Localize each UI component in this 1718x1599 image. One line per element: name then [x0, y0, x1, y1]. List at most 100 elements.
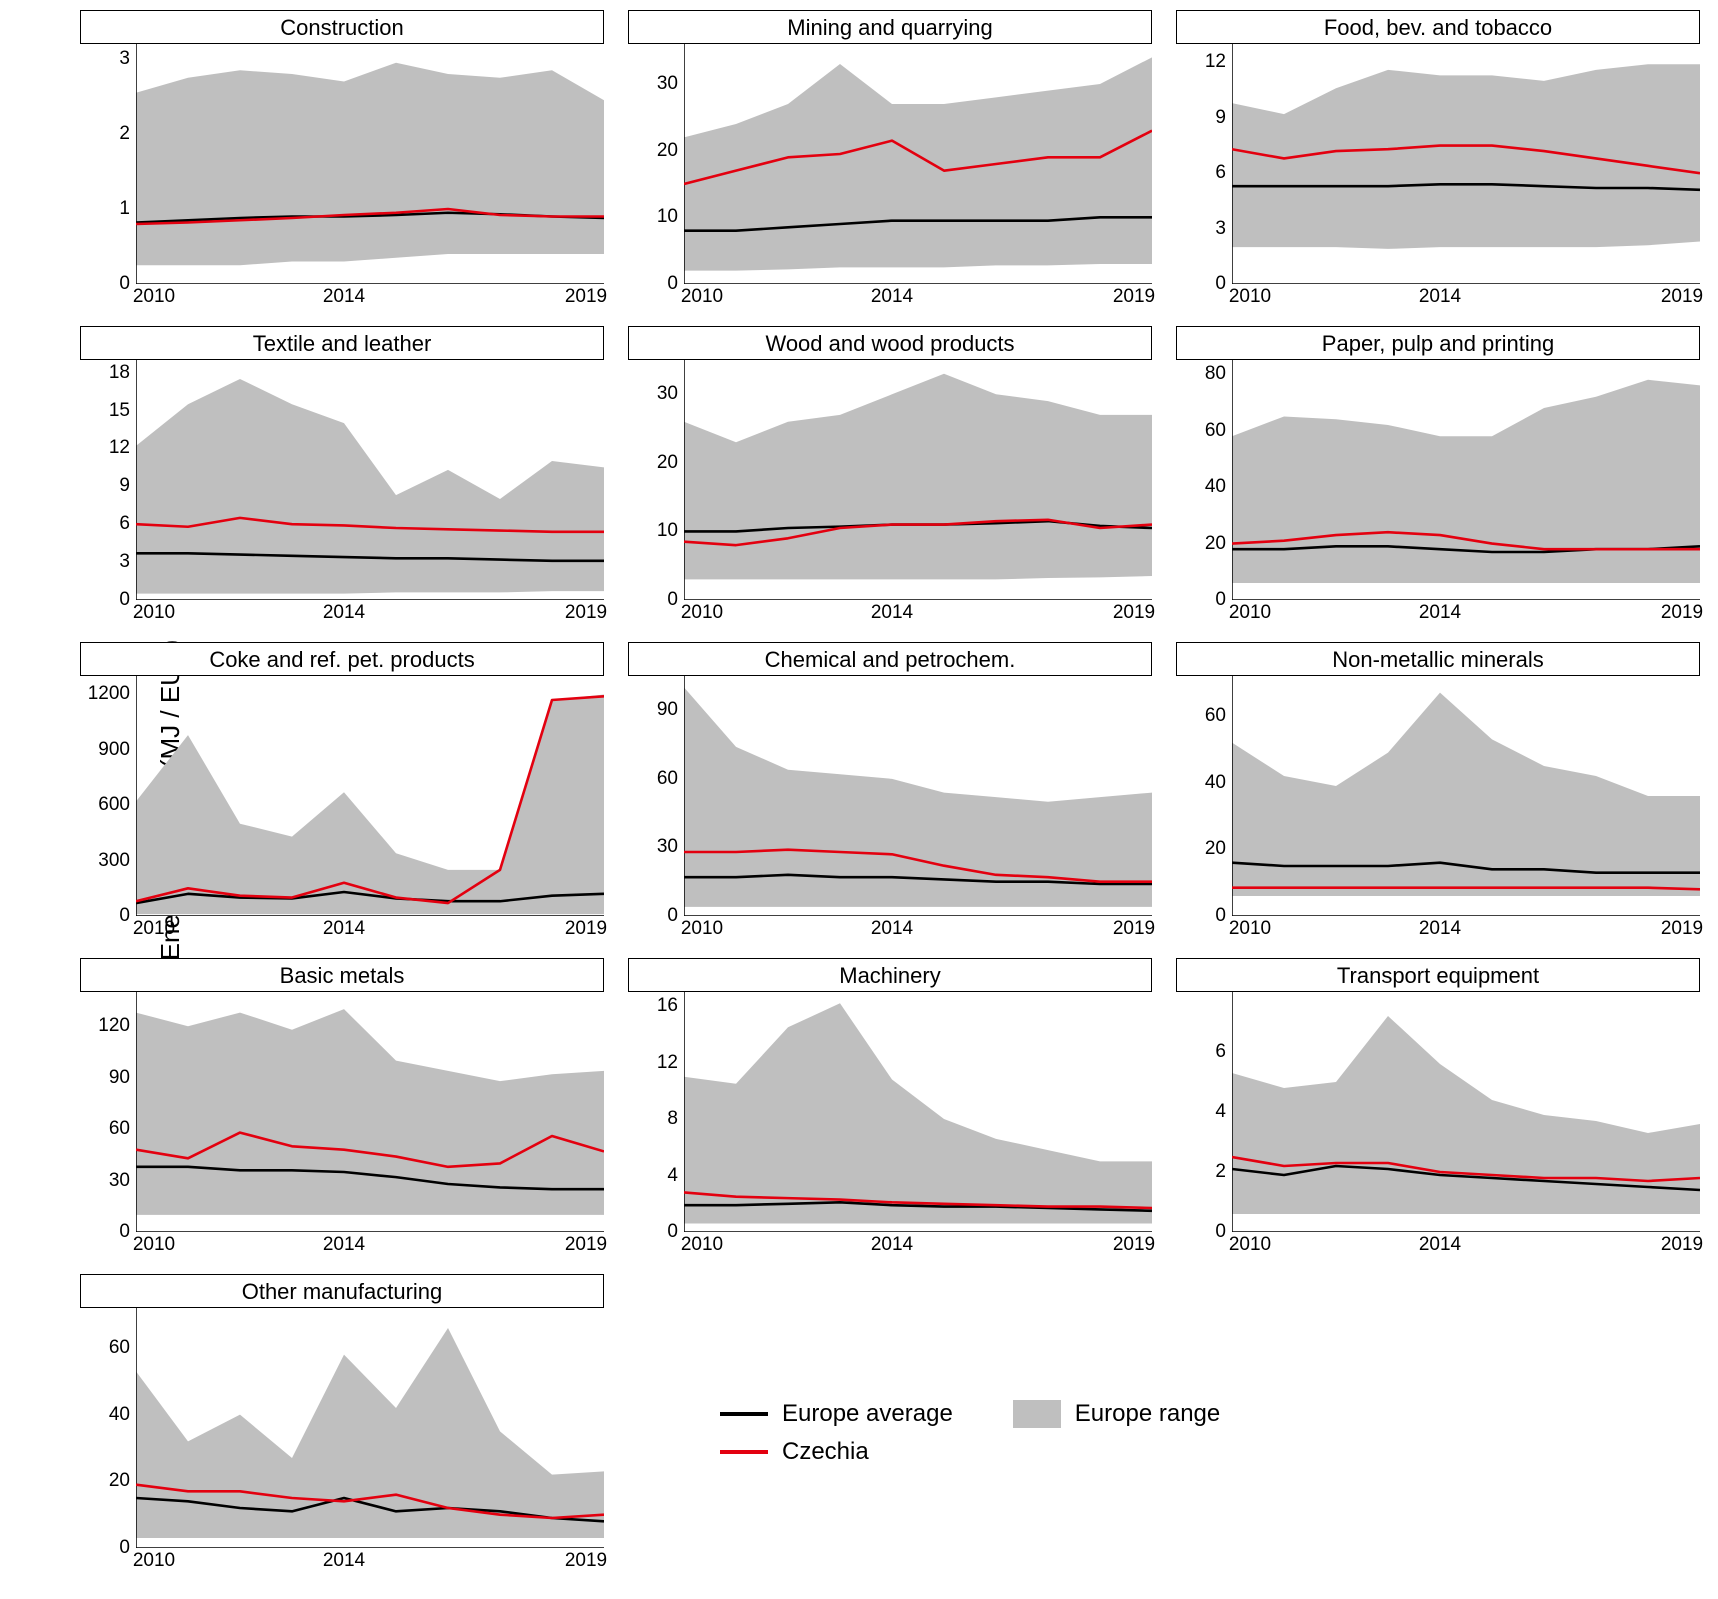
x-tick-label: 2014 [1419, 602, 1461, 624]
y-tick-label: 60 [657, 768, 678, 790]
x-tick-label: 2010 [1229, 1234, 1271, 1256]
y-tick-label: 60 [109, 1337, 130, 1359]
panel-title: Textile and leather [80, 326, 604, 360]
plot-area: 036912 [1176, 44, 1700, 284]
plot [1232, 44, 1700, 284]
y-tick-label: 3 [119, 551, 130, 573]
x-tick-label: 2019 [1113, 1234, 1155, 1256]
y-tick-label: 0 [667, 273, 678, 295]
y-axis: 0123 [80, 44, 136, 284]
legend-item-range: Europe range [1013, 1400, 1220, 1428]
plot [684, 676, 1152, 916]
panel-title: Paper, pulp and printing [1176, 326, 1700, 360]
y-tick-label: 3 [119, 48, 130, 70]
legend-column: Europe range [1013, 1400, 1220, 1428]
x-tick-label: 2019 [565, 1550, 607, 1572]
panel: Food, bev. and tobacco036912201020142019 [1176, 10, 1700, 310]
y-tick-label: 60 [1205, 420, 1226, 442]
x-tick-label: 2014 [871, 286, 913, 308]
europe-range [684, 687, 1152, 906]
x-axis: 201020142019 [684, 600, 1152, 626]
x-axis: 201020142019 [136, 1232, 604, 1258]
y-tick-label: 0 [667, 905, 678, 927]
plot-area: 0369121518 [80, 360, 604, 600]
panel: Wood and wood products010203020102014201… [628, 326, 1152, 626]
panel-title: Transport equipment [1176, 958, 1700, 992]
panel-title: Non-metallic minerals [1176, 642, 1700, 676]
x-tick-label: 2014 [1419, 1234, 1461, 1256]
y-axis: 0246 [1176, 992, 1232, 1232]
plot [136, 44, 604, 284]
x-axis: 201020142019 [1232, 916, 1700, 942]
y-axis: 03006009001200 [80, 676, 136, 916]
plot-area: 03006009001200 [80, 676, 604, 916]
x-axis: 201020142019 [1232, 600, 1700, 626]
plot-area: 0306090120 [80, 992, 604, 1232]
x-tick-label: 2010 [681, 918, 723, 940]
x-tick-label: 2019 [1661, 602, 1703, 624]
y-axis: 0306090 [628, 676, 684, 916]
legend-label: Europe average [782, 1400, 953, 1428]
panel: Non-metallic minerals0204060201020142019 [1176, 642, 1700, 942]
y-tick-label: 40 [1205, 772, 1226, 794]
panel-title: Coke and ref. pet. products [80, 642, 604, 676]
y-tick-label: 0 [1215, 905, 1226, 927]
panel: Construction0123201020142019 [80, 10, 604, 310]
x-tick-label: 2019 [1661, 918, 1703, 940]
panel-title: Construction [80, 10, 604, 44]
y-tick-label: 40 [1205, 476, 1226, 498]
plot [136, 992, 604, 1232]
x-tick-label: 2010 [1229, 286, 1271, 308]
x-tick-label: 2019 [565, 286, 607, 308]
panel-grid: Construction0123201020142019Mining and q… [80, 10, 1700, 1574]
panel: Chemical and petrochem.03060902010201420… [628, 642, 1152, 942]
europe-range [136, 1328, 604, 1538]
y-tick-label: 900 [98, 739, 130, 761]
europe-range [684, 57, 1152, 270]
y-tick-label: 12 [109, 437, 130, 459]
europe-range [136, 694, 604, 914]
y-axis: 0102030 [628, 44, 684, 284]
y-tick-label: 60 [109, 1118, 130, 1140]
y-tick-label: 3 [1215, 218, 1226, 240]
y-tick-label: 20 [1205, 533, 1226, 555]
x-tick-label: 2014 [871, 918, 913, 940]
x-axis: 201020142019 [136, 1548, 604, 1574]
y-tick-label: 20 [657, 140, 678, 162]
x-tick-label: 2019 [565, 918, 607, 940]
y-tick-label: 30 [657, 383, 678, 405]
y-axis: 0204060 [1176, 676, 1232, 916]
europe-range [684, 374, 1152, 580]
y-tick-label: 0 [1215, 589, 1226, 611]
y-tick-label: 40 [109, 1404, 130, 1426]
x-axis: 201020142019 [684, 916, 1152, 942]
legend-label: Czechia [782, 1438, 869, 1466]
y-tick-label: 0 [119, 905, 130, 927]
x-tick-label: 2014 [323, 918, 365, 940]
y-axis: 0102030 [628, 360, 684, 600]
y-tick-label: 0 [119, 589, 130, 611]
europe-range [136, 63, 604, 266]
plot-area: 0204060 [80, 1308, 604, 1548]
x-tick-label: 2014 [323, 286, 365, 308]
plot [1232, 360, 1700, 600]
x-tick-label: 2014 [323, 1234, 365, 1256]
y-tick-label: 60 [1205, 705, 1226, 727]
plot-area: 0102030 [628, 44, 1152, 284]
x-axis: 201020142019 [1232, 1232, 1700, 1258]
x-tick-label: 2010 [681, 602, 723, 624]
y-tick-label: 6 [1215, 162, 1226, 184]
y-tick-label: 0 [667, 1221, 678, 1243]
x-tick-label: 2014 [1419, 286, 1461, 308]
plot-area: 0123 [80, 44, 604, 284]
legend-label: Europe range [1075, 1400, 1220, 1428]
y-tick-label: 6 [119, 513, 130, 535]
plot-area: 0102030 [628, 360, 1152, 600]
legend-item-czechia: Czechia [720, 1438, 953, 1466]
legend-swatch-line [720, 1412, 768, 1416]
x-axis: 201020142019 [684, 284, 1152, 310]
panel-title: Other manufacturing [80, 1274, 604, 1308]
x-tick-label: 2019 [1113, 286, 1155, 308]
y-tick-label: 0 [1215, 273, 1226, 295]
plot-area: 0246 [1176, 992, 1700, 1232]
